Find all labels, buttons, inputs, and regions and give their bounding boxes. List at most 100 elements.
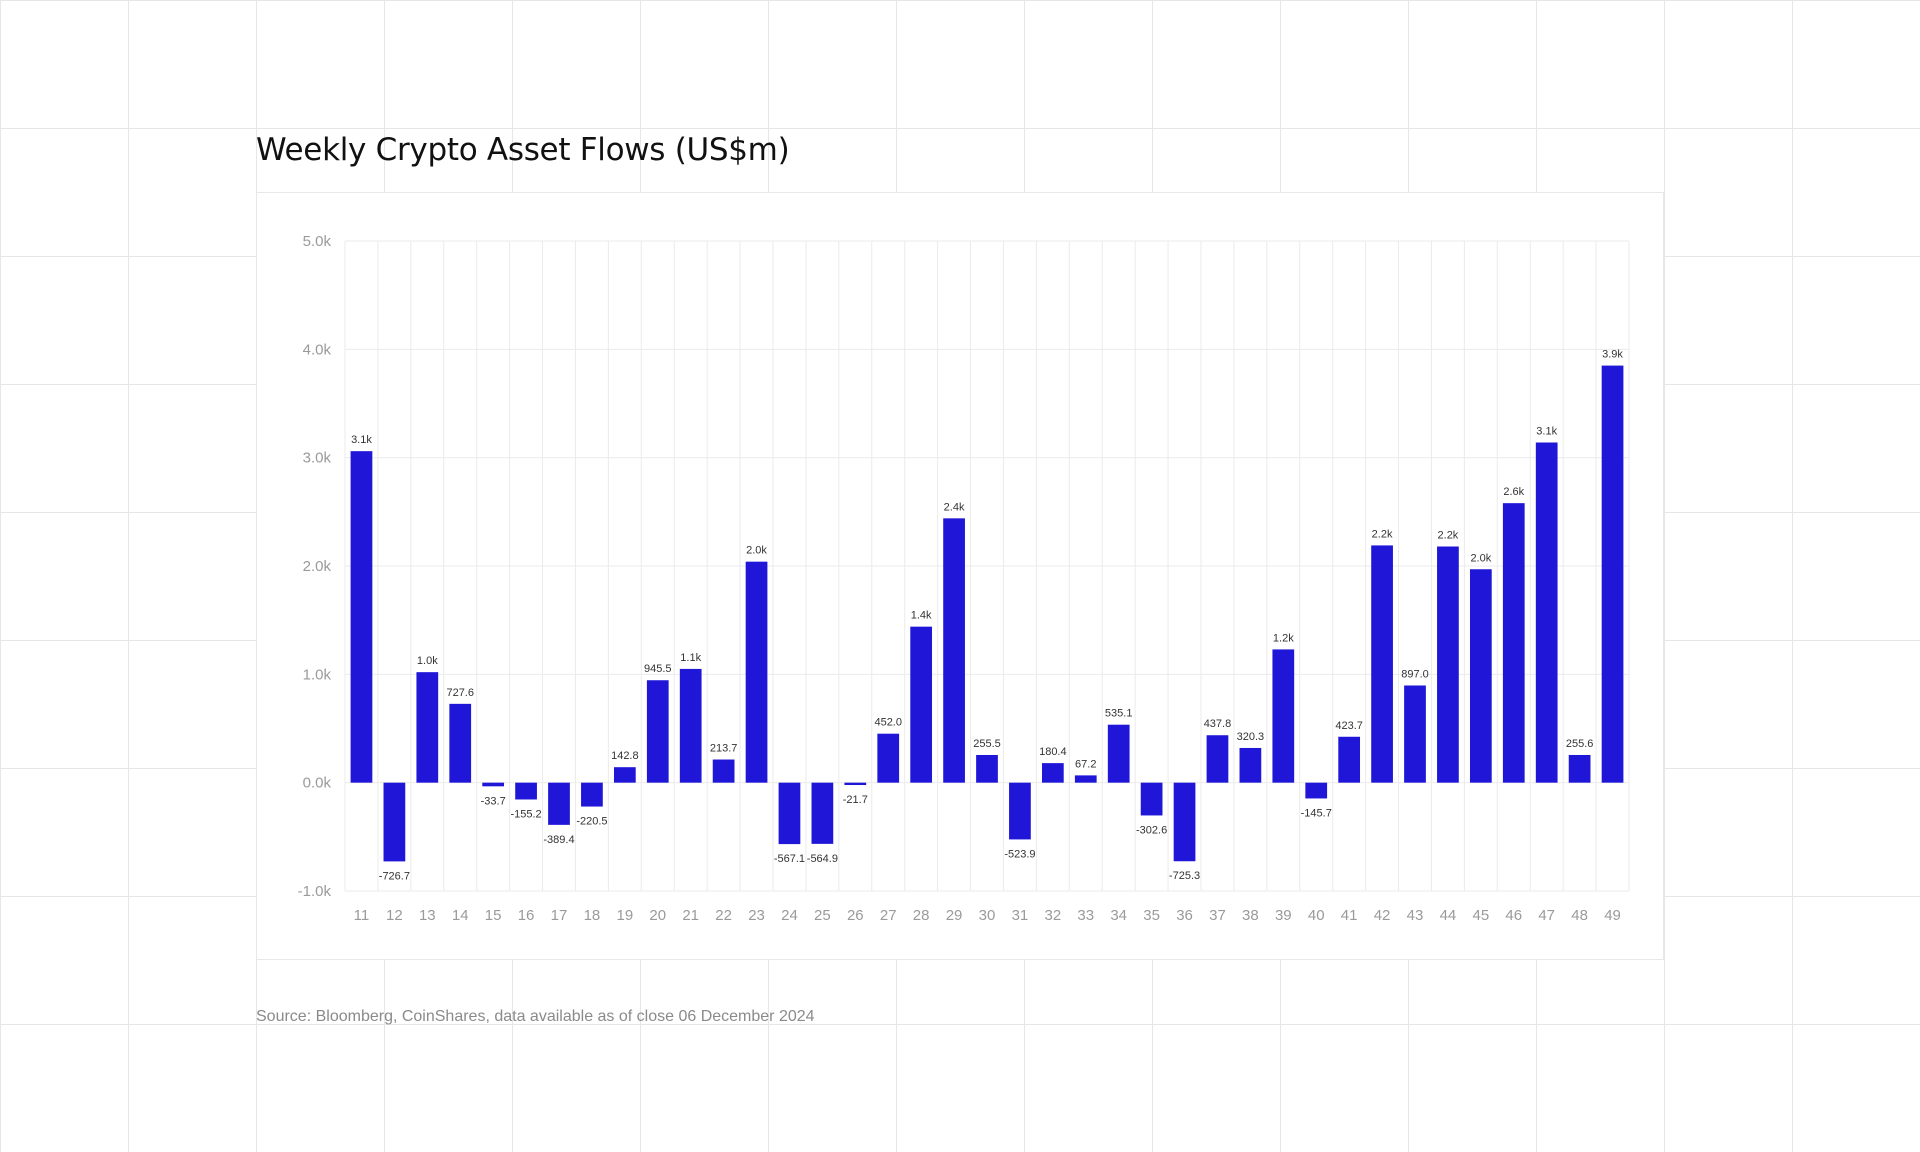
x-tick-label: 26 [847, 907, 864, 924]
x-tick-label: 38 [1242, 907, 1259, 924]
x-tick-label: 12 [386, 907, 403, 924]
data-label: 2.2k [1438, 530, 1459, 542]
bar-chart: -1.0k 0.0k 1.0k 2.0k 3.0k 4.0k 5.0k 3.1k 11 -726.… [298, 233, 1630, 924]
x-tick-label: 46 [1505, 907, 1522, 924]
bar [778, 782, 801, 845]
y-tick-label: 4.0k [303, 341, 332, 358]
y-tick-label: -1.0k [298, 883, 332, 900]
bar [383, 782, 406, 862]
data-label: -220.5 [576, 816, 607, 828]
bar [416, 672, 439, 783]
bar [943, 518, 965, 783]
data-label: 437.8 [1204, 718, 1232, 730]
chart-panel: -1.0k 0.0k 1.0k 2.0k 3.0k 4.0k 5.0k 3.1k 11 -726.… [256, 192, 1664, 960]
x-tick-label: 44 [1440, 907, 1457, 924]
data-label: 1.1k [680, 652, 701, 664]
bar [1206, 735, 1229, 783]
x-tick-label: 45 [1473, 907, 1490, 924]
data-label: 2.0k [1470, 552, 1491, 564]
bar [877, 733, 900, 783]
x-tick-label: 42 [1374, 907, 1391, 924]
x-tick-label: 33 [1077, 907, 1094, 924]
bar [1173, 782, 1196, 862]
data-label: 2.6k [1503, 486, 1524, 498]
bar [811, 782, 834, 844]
bar [449, 703, 472, 783]
bar [515, 782, 537, 800]
bar [1437, 546, 1459, 783]
data-label: 727.6 [446, 687, 474, 699]
bar [1305, 782, 1328, 799]
bar [1502, 503, 1525, 783]
bar [1140, 782, 1163, 816]
x-tick-label: 36 [1176, 907, 1193, 924]
data-label: 67.2 [1075, 758, 1096, 770]
x-tick-label: 30 [979, 907, 996, 924]
data-label: 213.7 [710, 743, 738, 755]
data-label: 535.1 [1105, 708, 1133, 720]
x-tick-label: 35 [1143, 907, 1160, 924]
y-tick-label: 5.0k [303, 233, 332, 250]
data-label: 180.4 [1039, 746, 1067, 758]
data-label: 255.5 [973, 738, 1001, 750]
x-tick-label: 23 [748, 907, 765, 924]
data-label: -155.2 [510, 808, 541, 820]
x-tick-label: 32 [1045, 907, 1062, 924]
bar [1601, 365, 1624, 783]
bar [646, 680, 669, 783]
x-tick-label: 28 [913, 907, 930, 924]
bar [548, 782, 570, 825]
x-tick-label: 22 [715, 907, 732, 924]
x-tick-label: 49 [1604, 907, 1621, 924]
bar [1074, 775, 1097, 783]
data-label: 897.0 [1401, 668, 1429, 680]
x-tick-label: 21 [682, 907, 699, 924]
data-label: -567.1 [774, 853, 805, 865]
bar [1568, 754, 1591, 783]
x-tick-label: 14 [452, 907, 469, 924]
data-label: 142.8 [611, 750, 639, 762]
x-tick-label: 11 [354, 907, 370, 924]
x-tick-label: 24 [781, 907, 798, 924]
source-note: Source: Bloomberg, CoinShares, data avai… [256, 1008, 815, 1025]
data-label: 2.2k [1372, 528, 1393, 540]
bar [1371, 545, 1393, 783]
y-tick-label: 2.0k [303, 558, 332, 575]
bar [1009, 782, 1031, 840]
bar [1338, 736, 1361, 783]
bar [976, 754, 998, 783]
bar [1239, 747, 1262, 783]
x-tick-label: 25 [814, 907, 831, 924]
data-label: 3.1k [1536, 426, 1557, 438]
data-label: -302.6 [1136, 824, 1167, 836]
bar [910, 626, 933, 783]
bar [1272, 649, 1295, 783]
x-tick-label: 13 [419, 907, 436, 924]
data-label: 320.3 [1237, 731, 1265, 743]
bar [1041, 763, 1064, 783]
x-tick-label: 20 [649, 907, 666, 924]
bar [350, 451, 373, 783]
bar [1404, 685, 1426, 783]
x-tick-label: 15 [485, 907, 502, 924]
bar [1535, 442, 1558, 783]
data-label: 2.0k [746, 545, 767, 557]
data-label: -725.3 [1169, 870, 1200, 882]
x-tick-label: 41 [1341, 907, 1358, 924]
x-tick-label: 19 [617, 907, 634, 924]
x-tick-label: 16 [518, 907, 535, 924]
y-tick-label: 3.0k [303, 450, 332, 467]
bar [844, 782, 867, 786]
x-tick-label: 47 [1538, 907, 1555, 924]
x-tick-label: 37 [1209, 907, 1226, 924]
data-label: 255.6 [1566, 738, 1594, 750]
x-tick-label: 18 [584, 907, 601, 924]
data-label: 945.5 [644, 663, 672, 675]
x-tick-label: 39 [1275, 907, 1292, 924]
y-tick-label: 1.0k [303, 666, 332, 683]
data-label: 3.1k [351, 434, 372, 446]
data-label: -389.4 [543, 834, 574, 846]
x-tick-label: 40 [1308, 907, 1325, 924]
bar [1107, 724, 1130, 783]
x-tick-label: 17 [551, 907, 568, 924]
